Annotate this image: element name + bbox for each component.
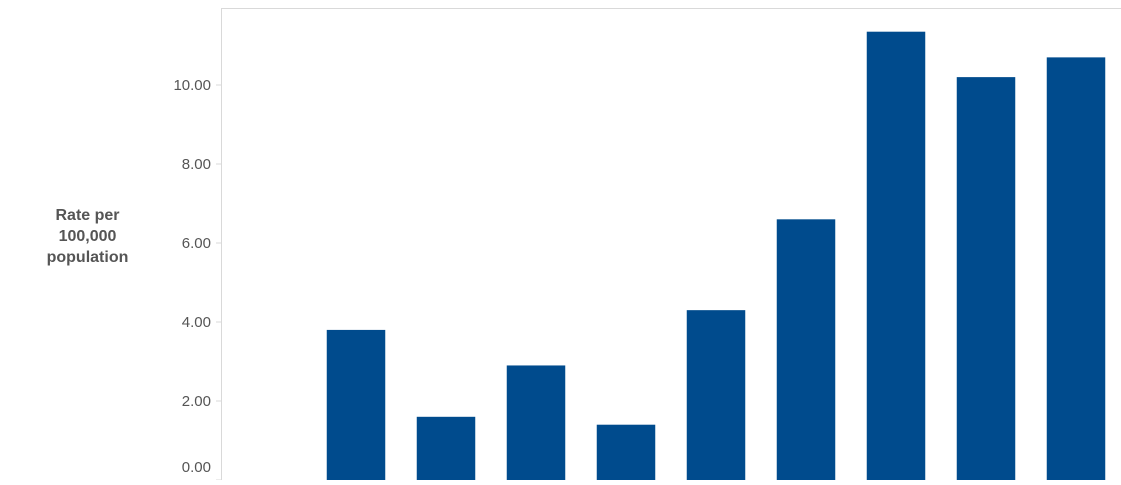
- y-tick-label: 2.00: [182, 393, 211, 410]
- y-tick-label: 4.00: [182, 314, 211, 331]
- bar-4[interactable]: [596, 424, 656, 480]
- bar-7[interactable]: [866, 31, 926, 481]
- bar-9[interactable]: [1046, 57, 1106, 481]
- y-tick-label: 10.00: [173, 77, 211, 94]
- y-tick-label: 0.00: [182, 459, 211, 476]
- y-tick-label: 8.00: [182, 156, 211, 173]
- bar-3[interactable]: [506, 365, 566, 480]
- bar-6[interactable]: [776, 219, 836, 480]
- bar-1[interactable]: [326, 329, 386, 480]
- y-axis-title: Rate per 100,000 population: [46, 207, 129, 266]
- bar-2[interactable]: [416, 416, 476, 480]
- bar-8[interactable]: [956, 77, 1016, 480]
- bar-5[interactable]: [686, 310, 746, 480]
- y-tick-label: 6.00: [182, 235, 211, 252]
